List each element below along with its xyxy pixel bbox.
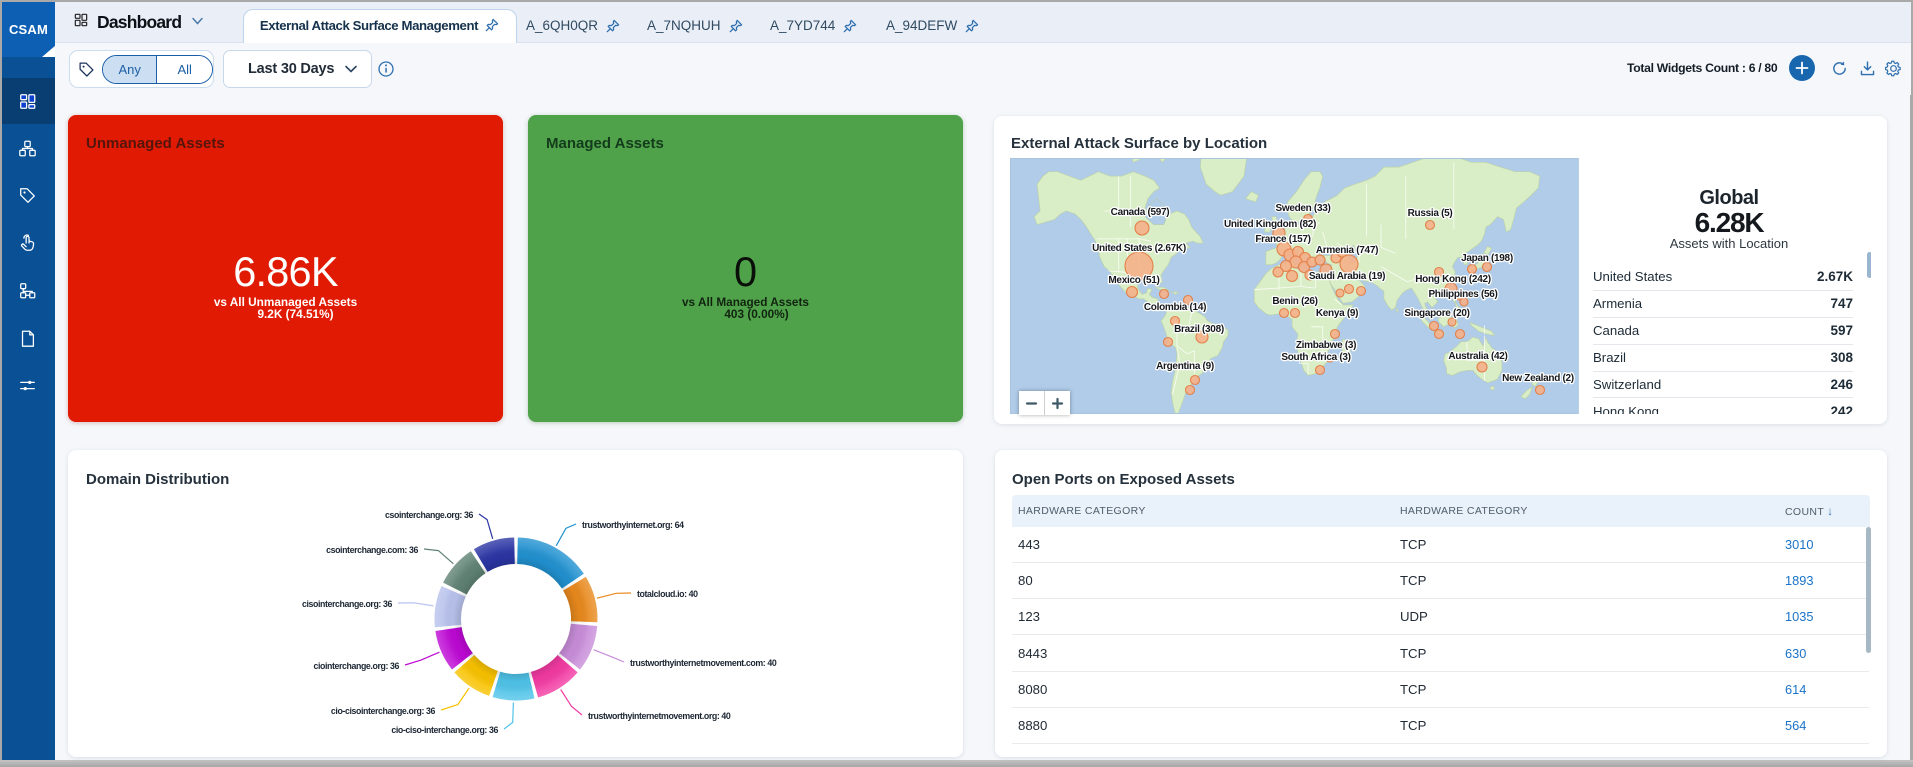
svg-text:csointerchange.com: 36: csointerchange.com: 36 (326, 545, 418, 555)
svg-text:Singapore (20): Singapore (20) (1404, 308, 1469, 319)
svg-text:Australia (42): Australia (42) (1448, 351, 1507, 362)
svg-text:United States (2.67K): United States (2.67K) (1092, 243, 1186, 254)
svg-text:Japan (198): Japan (198) (1461, 253, 1513, 264)
svg-text:Colombia (14): Colombia (14) (1144, 302, 1206, 313)
svg-text:ciointerchange.org: 36: ciointerchange.org: 36 (313, 661, 399, 671)
svg-text:France (157): France (157) (1255, 234, 1310, 245)
svg-text:totalcloud.io: 40: totalcloud.io: 40 (637, 589, 698, 599)
svg-text:Saudi Arabia (19): Saudi Arabia (19) (1309, 271, 1385, 282)
svg-text:South Africa (3): South Africa (3) (1281, 352, 1350, 363)
svg-text:New Zealand (2): New Zealand (2) (1502, 373, 1574, 384)
svg-text:Russia (5): Russia (5) (1408, 208, 1453, 219)
svg-text:cisointerchange.org: 36: cisointerchange.org: 36 (302, 599, 393, 609)
svg-text:Hong Kong (242): Hong Kong (242) (1415, 274, 1491, 285)
svg-text:Armenia (747): Armenia (747) (1316, 245, 1378, 256)
svg-text:Canada (597): Canada (597) (1111, 207, 1170, 218)
svg-text:Zimbabwe (3): Zimbabwe (3) (1296, 340, 1356, 351)
svg-text:trustworthyinternetmovement.co: trustworthyinternetmovement.com: 40 (630, 658, 777, 668)
svg-text:Sweden (33): Sweden (33) (1275, 203, 1330, 214)
svg-text:Philippines (56): Philippines (56) (1428, 289, 1497, 300)
svg-text:cio-ciso-interchange.org: 36: cio-ciso-interchange.org: 36 (391, 725, 498, 735)
svg-text:trustworthyinternet.org: 64: trustworthyinternet.org: 64 (582, 520, 684, 530)
svg-text:cio-cisointerchange.org: 36: cio-cisointerchange.org: 36 (331, 706, 436, 716)
svg-text:csointerchange.org: 36: csointerchange.org: 36 (385, 510, 473, 520)
svg-text:United Kingdom (82): United Kingdom (82) (1224, 219, 1316, 230)
svg-text:Benin (26): Benin (26) (1272, 296, 1317, 307)
svg-text:trustworthyinternetmovement.or: trustworthyinternetmovement.org: 40 (588, 711, 731, 721)
svg-text:Kenya (9): Kenya (9) (1316, 308, 1358, 319)
svg-text:Mexico (51): Mexico (51) (1108, 275, 1159, 286)
svg-text:Brazil (308): Brazil (308) (1174, 324, 1224, 335)
svg-text:Argentina (9): Argentina (9) (1156, 361, 1214, 372)
